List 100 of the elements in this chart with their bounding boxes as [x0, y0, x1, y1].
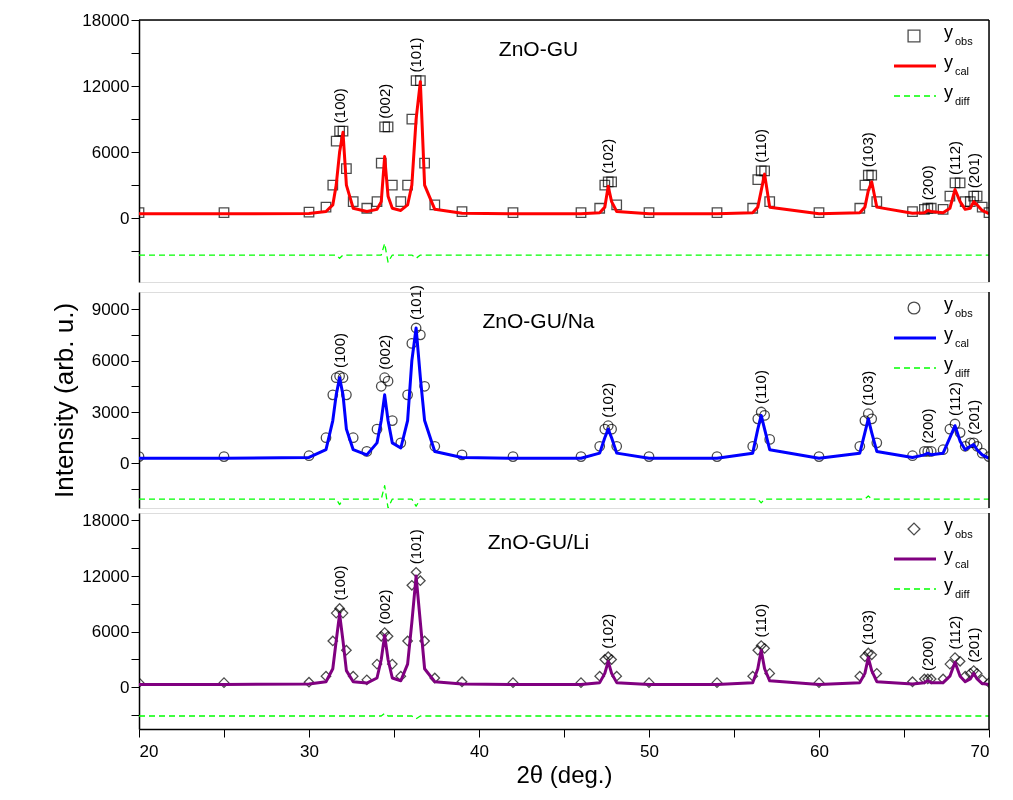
point [643, 207, 655, 219]
point [937, 203, 949, 215]
point [375, 380, 387, 392]
x-tick-label: 60 [810, 741, 829, 761]
point [507, 207, 519, 219]
point [959, 196, 971, 208]
y-axis-title: Intensity (arb. u.) [48, 302, 79, 499]
annotation: (201) [964, 153, 982, 189]
line-series [139, 485, 989, 508]
point [854, 202, 866, 214]
annotation: (112) [946, 382, 963, 416]
point [949, 177, 961, 189]
y-tick-label: 6000 [91, 142, 130, 162]
point [764, 196, 776, 208]
point [402, 179, 413, 191]
point [606, 176, 617, 188]
point [337, 372, 349, 384]
point [949, 418, 961, 430]
point [371, 423, 383, 435]
annotation: (200) [918, 165, 936, 201]
point [414, 75, 426, 86]
point [341, 163, 352, 175]
point [303, 450, 315, 462]
point [330, 372, 342, 384]
annotation: (002) [375, 589, 393, 625]
point [320, 201, 332, 213]
point [594, 202, 606, 214]
y-tick-label: 12000 [82, 76, 130, 96]
point [813, 207, 825, 219]
annotation: (102) [599, 138, 617, 174]
point [429, 199, 441, 211]
point [964, 196, 976, 208]
point [575, 207, 587, 219]
point [759, 165, 770, 177]
text: ZnO-GU/Li [487, 530, 590, 553]
point [976, 201, 988, 213]
point [611, 199, 623, 211]
point [747, 202, 759, 214]
point [419, 157, 430, 169]
point [330, 135, 342, 147]
line-series [139, 242, 989, 263]
annotation: (100) [330, 332, 348, 368]
point [361, 202, 373, 214]
point [976, 447, 988, 459]
y-tick-label: 12000 [82, 566, 130, 586]
annotation: (201) [964, 627, 982, 663]
x-tick-label: 40 [470, 741, 489, 761]
annotation: (201) [964, 399, 982, 435]
point [711, 451, 723, 462]
point [854, 440, 866, 452]
point [866, 413, 878, 425]
point [456, 449, 468, 461]
point [866, 169, 878, 181]
point [456, 206, 468, 217]
annotation: (112) [946, 615, 963, 650]
point [871, 196, 883, 208]
point [575, 451, 587, 462]
x-tick-label: 30 [300, 741, 319, 761]
point [218, 207, 230, 219]
y-tick-label: 18000 [82, 10, 130, 30]
annotation: (110) [752, 603, 770, 638]
y-tick-label: 3000 [91, 402, 130, 422]
point [752, 174, 764, 186]
y-tick-label: 0 [120, 677, 130, 697]
point [755, 406, 767, 418]
annotation: (200) [918, 635, 936, 671]
point [755, 165, 767, 177]
annotation: (110) [752, 370, 770, 404]
y-tick-label: 6000 [91, 622, 130, 642]
annotation: (101) [407, 284, 425, 320]
annotation: (200) [918, 408, 936, 444]
y-tick-label: 0 [120, 453, 130, 473]
x-axis-title: 2θ (deg.) [516, 760, 613, 788]
x-tick-label: 50 [640, 741, 659, 761]
point [327, 389, 339, 401]
point [862, 408, 874, 420]
annotation: (002) [375, 83, 393, 119]
point [871, 437, 883, 449]
point [507, 451, 519, 462]
line-series [139, 326, 989, 460]
annotation: (101) [407, 529, 425, 565]
annotation: (101) [407, 37, 425, 73]
x-tick-label: 70 [970, 741, 990, 761]
annotation: (100) [330, 88, 348, 124]
point [954, 427, 966, 438]
point [218, 451, 230, 462]
point [907, 206, 918, 217]
point [919, 203, 930, 215]
y-tick-label: 0 [120, 208, 130, 228]
point [395, 196, 407, 208]
text: ZnO-GU [498, 37, 579, 60]
point [303, 206, 315, 218]
annotation: (103) [859, 609, 877, 645]
annotation: (103) [859, 370, 877, 406]
point [327, 179, 339, 191]
point [764, 434, 776, 445]
point [429, 440, 441, 452]
text: ZnO-GU/Na [482, 309, 595, 332]
annotation: (102) [599, 613, 617, 649]
annotation: (100) [330, 565, 348, 601]
